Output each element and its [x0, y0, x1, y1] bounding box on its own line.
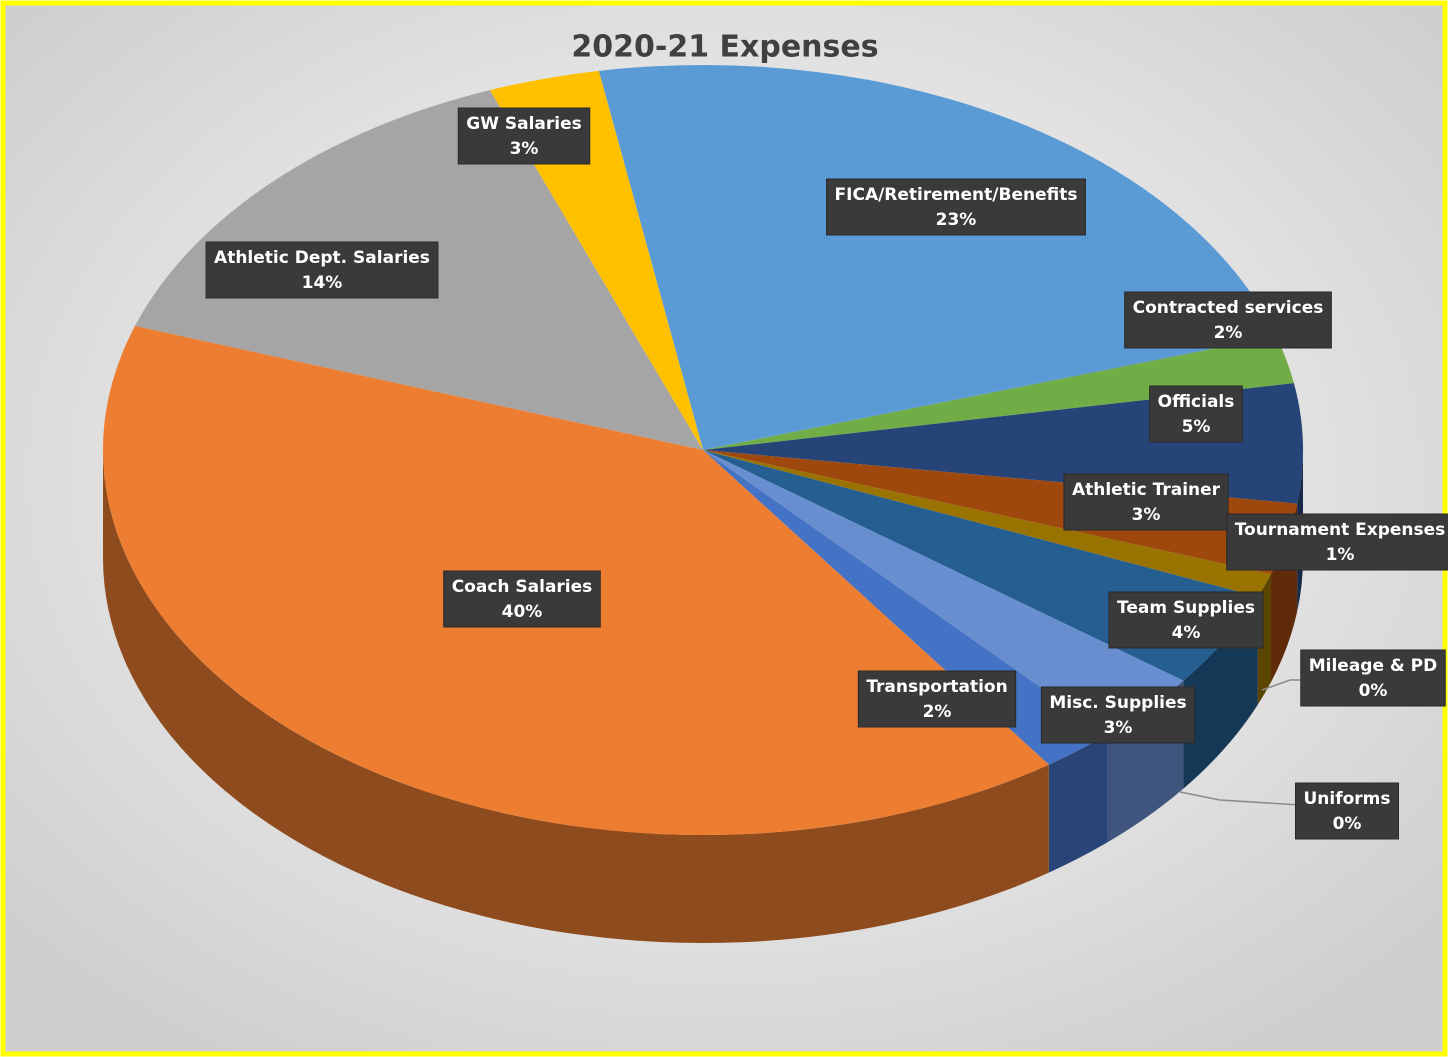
- data-label-name: Mileage & PD: [1309, 656, 1438, 676]
- data-label: Athletic Trainer 3%: [1063, 473, 1229, 531]
- data-label: Officials 5%: [1149, 385, 1243, 443]
- data-label: Contracted services 2%: [1124, 291, 1332, 349]
- slice-side: [1048, 734, 1108, 873]
- data-label-box: [1300, 649, 1446, 707]
- data-label-box: [457, 107, 591, 165]
- data-label-box: [857, 670, 1017, 728]
- data-label-value: 3%: [1132, 505, 1161, 525]
- data-label-name: Uniforms: [1303, 789, 1390, 809]
- slice: [703, 450, 1298, 575]
- data-labels: FICA/Retirement/Benefits 23% Contracted se…: [205, 107, 1448, 840]
- chart-title: 2020-21 Expenses: [571, 30, 878, 65]
- data-label-value: 0%: [1333, 814, 1362, 834]
- data-label-box: [1149, 385, 1243, 443]
- data-label-name: Officials: [1158, 392, 1235, 412]
- data-label: Transportation 2%: [857, 670, 1017, 728]
- data-label-name: GW Salaries: [466, 114, 582, 134]
- slice: [703, 336, 1294, 450]
- data-label: Mileage & PD 0%: [1300, 649, 1446, 707]
- data-label-value: 40%: [502, 602, 543, 622]
- data-label-value: 2%: [923, 702, 952, 722]
- data-label-box: [443, 570, 601, 628]
- data-label-box: [1040, 686, 1196, 744]
- data-label: Uniforms 0%: [1294, 782, 1400, 840]
- data-label-name: Contracted services: [1133, 298, 1324, 318]
- data-label-name: Coach Salaries: [452, 577, 593, 597]
- data-label: Coach Salaries 40%: [443, 570, 601, 628]
- slice: [489, 70, 703, 451]
- data-label-value: 0%: [1359, 681, 1388, 701]
- slice: [703, 450, 1184, 735]
- data-label: GW Salaries 3%: [457, 107, 591, 165]
- data-label-name: FICA/Retirement/Benefits: [835, 185, 1078, 205]
- data-label-value: 3%: [1104, 718, 1133, 738]
- slice: [703, 450, 1271, 597]
- data-label: FICA/Retirement/Benefits 23%: [826, 178, 1086, 236]
- slice-side: [103, 450, 1049, 943]
- data-label-name: Tournament Expenses: [1235, 520, 1446, 540]
- slice: [598, 65, 1277, 451]
- data-label-box: [1294, 782, 1400, 840]
- data-label-value: 2%: [1214, 323, 1243, 343]
- data-label-name: Athletic Dept. Salaries: [214, 248, 430, 268]
- data-label-name: Misc. Supplies: [1049, 693, 1186, 713]
- data-label-box: [205, 241, 439, 299]
- data-label: Tournament Expenses 1%: [1226, 513, 1448, 571]
- leader-line: [1179, 791, 1301, 806]
- data-label-value: 4%: [1172, 623, 1201, 643]
- data-label-value: 3%: [510, 139, 539, 159]
- data-label-value: 5%: [1182, 417, 1211, 437]
- data-label-name: Transportation: [866, 677, 1007, 697]
- data-label-name: Athletic Trainer: [1072, 480, 1221, 500]
- data-label-box: [826, 178, 1086, 236]
- data-label-name: Team Supplies: [1117, 598, 1255, 618]
- data-label: Misc. Supplies 3%: [1040, 686, 1196, 744]
- data-label-box: [1226, 513, 1448, 571]
- data-label-box: [1063, 473, 1229, 531]
- data-label-box: [1124, 291, 1332, 349]
- data-label-box: [1108, 591, 1264, 649]
- data-label: Team Supplies 4%: [1108, 591, 1264, 649]
- data-label-value: 14%: [302, 273, 343, 293]
- data-label: Athletic Dept. Salaries 14%: [205, 241, 439, 299]
- data-label-value: 23%: [936, 210, 977, 230]
- data-label-value: 1%: [1326, 545, 1355, 565]
